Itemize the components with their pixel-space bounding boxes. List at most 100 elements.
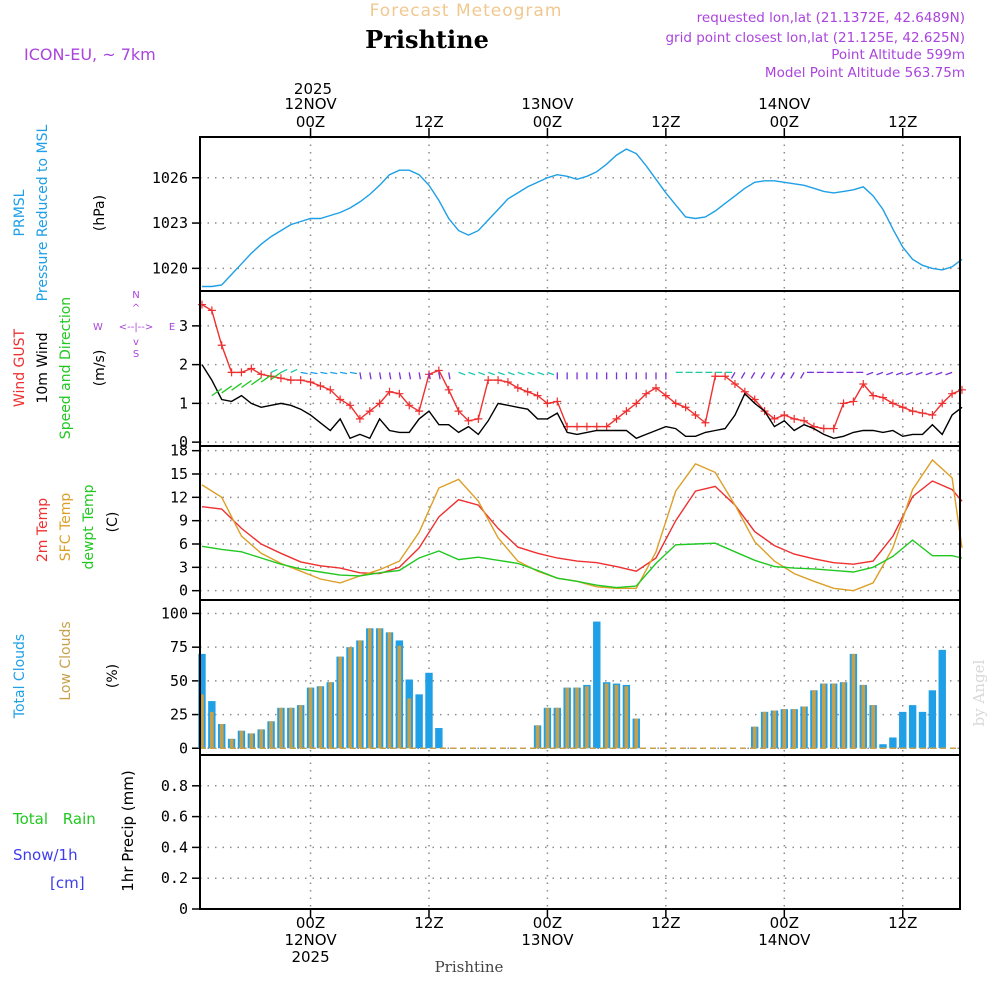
low-cloud-bar (308, 687, 313, 749)
total-cloud-bar (435, 728, 443, 749)
gust-point-marker (415, 407, 424, 416)
gust-point-marker (790, 414, 799, 423)
time-label-top: 12Z (888, 113, 917, 131)
y-tick-label: 100 (161, 604, 188, 622)
gust-point-marker (385, 387, 394, 396)
y-tick-label: 0.8 (161, 777, 188, 795)
panel-frame (199, 290, 961, 447)
footer-location: Prishtine (435, 958, 504, 976)
gust-point-marker (286, 376, 295, 385)
y-tick-label: 2 (179, 356, 188, 374)
low-cloud-bar (851, 653, 856, 749)
y-tick-label: 0 (179, 739, 188, 757)
gust-point-marker (721, 372, 730, 381)
low-cloud-bar (338, 656, 343, 749)
gust-point-marker (632, 399, 641, 408)
pressure-label-name: Pressure Reduced to MSL (35, 124, 51, 301)
wind-direction-arrow (369, 372, 372, 380)
time-label-bottom: 00Z (296, 914, 325, 932)
series-line-2m-temp (201, 480, 963, 575)
gust-point-marker (652, 383, 660, 392)
wind-direction-arrow (468, 371, 476, 376)
chart-content: 10201023102601230369121518025507510000.2… (152, 95, 966, 966)
low-cloud-bar (762, 711, 767, 749)
gust-point-marker (879, 393, 888, 402)
gust-point-marker (888, 399, 897, 408)
wind-direction-arrow (398, 372, 402, 380)
gust-point-marker (553, 397, 562, 406)
low-cloud-bar (565, 687, 570, 749)
time-label-bottom: 12Z (888, 914, 917, 932)
gust-point-marker (523, 387, 532, 396)
time-label-top: 00Z (296, 113, 325, 131)
wind-direction-arrow (886, 371, 894, 376)
time-label-top: 14NOV (758, 95, 811, 113)
total-cloud-bar (415, 694, 423, 749)
wind-direction-arrow (876, 371, 884, 376)
series-line-wind-gust (201, 303, 963, 430)
temp-sfc-label: SFC Temp (58, 493, 74, 562)
watermark: by Angel (970, 659, 988, 726)
wind-direction-arrow (790, 372, 795, 379)
total-cloud-bar (899, 711, 907, 749)
gust-point-marker (918, 409, 927, 418)
low-cloud-bar (772, 710, 777, 749)
y-tick-label: 1020 (152, 259, 188, 277)
wind-direction-arrow (799, 372, 805, 379)
wind-direction-arrow (378, 372, 382, 380)
pressure-unit: (hPa) (92, 195, 108, 231)
low-cloud-bar (288, 707, 293, 749)
low-cloud-bar (397, 645, 402, 749)
wind-direction-arrow (349, 371, 358, 375)
wind-direction-arrow (428, 372, 431, 380)
total-cloud-bar (928, 690, 937, 749)
gust-point-marker (809, 422, 818, 431)
gust-point-marker (257, 370, 266, 379)
y-tick-label: 50 (170, 672, 188, 690)
low-cloud-bar (259, 729, 264, 749)
gust-point-marker (365, 407, 374, 416)
wind-direction-arrow (527, 371, 535, 376)
requested-location: requested lon,lat (21.1372E, 42.6489N) (697, 10, 965, 26)
y-tick-label: 0.2 (161, 869, 188, 887)
compass-west: W (93, 322, 103, 333)
model-point-altitude: Model Point Altitude 563.75m (765, 65, 965, 81)
wind-direction-arrow (359, 372, 362, 380)
y-tick-label: 6 (179, 535, 188, 553)
chart-subtitle: Forecast Meteogram (370, 1, 563, 21)
point-altitude: Point Altitude 599m (831, 47, 965, 63)
time-label-bottom: 00Z (770, 914, 799, 932)
gust-point-marker (503, 378, 512, 387)
gust-point-marker (948, 389, 957, 398)
wind-direction-arrow (487, 371, 496, 376)
gust-point-marker (247, 364, 256, 373)
time-label-bottom: 12Z (414, 914, 443, 932)
temp-dew-label: dewpt Temp (81, 484, 97, 569)
temp-unit: (C) (105, 512, 121, 533)
wind-direction-arrow (231, 382, 242, 391)
low-cloud-bar (831, 683, 836, 749)
gust-point-marker (859, 380, 868, 388)
gust-point-marker (375, 399, 384, 408)
series-line-dewpt-temp (201, 539, 963, 589)
gust-point-marker (464, 416, 473, 425)
wind-direction-arrow (270, 371, 282, 380)
gust-point-marker (494, 376, 503, 385)
low-cloud-bar (219, 724, 224, 749)
low-cloud-bar (841, 682, 846, 749)
gust-point-marker (691, 411, 700, 419)
grid-point-location: grid point closest lon,lat (21.125E, 42.… (665, 30, 965, 46)
low-cloud-bar (782, 709, 787, 749)
time-label-top: 12NOV (284, 95, 337, 113)
gust-point-marker (484, 376, 493, 385)
low-cloud-bar (377, 628, 382, 749)
gust-point-marker (730, 380, 739, 388)
top-year-label: 2025 (294, 80, 332, 98)
gust-point-marker (661, 391, 670, 400)
gust-point-marker (622, 407, 631, 416)
low-cloud-bar (634, 718, 639, 749)
total-cloud-bar (425, 672, 433, 749)
low-cloud-bar (861, 684, 866, 749)
gust-point-marker (898, 403, 907, 412)
